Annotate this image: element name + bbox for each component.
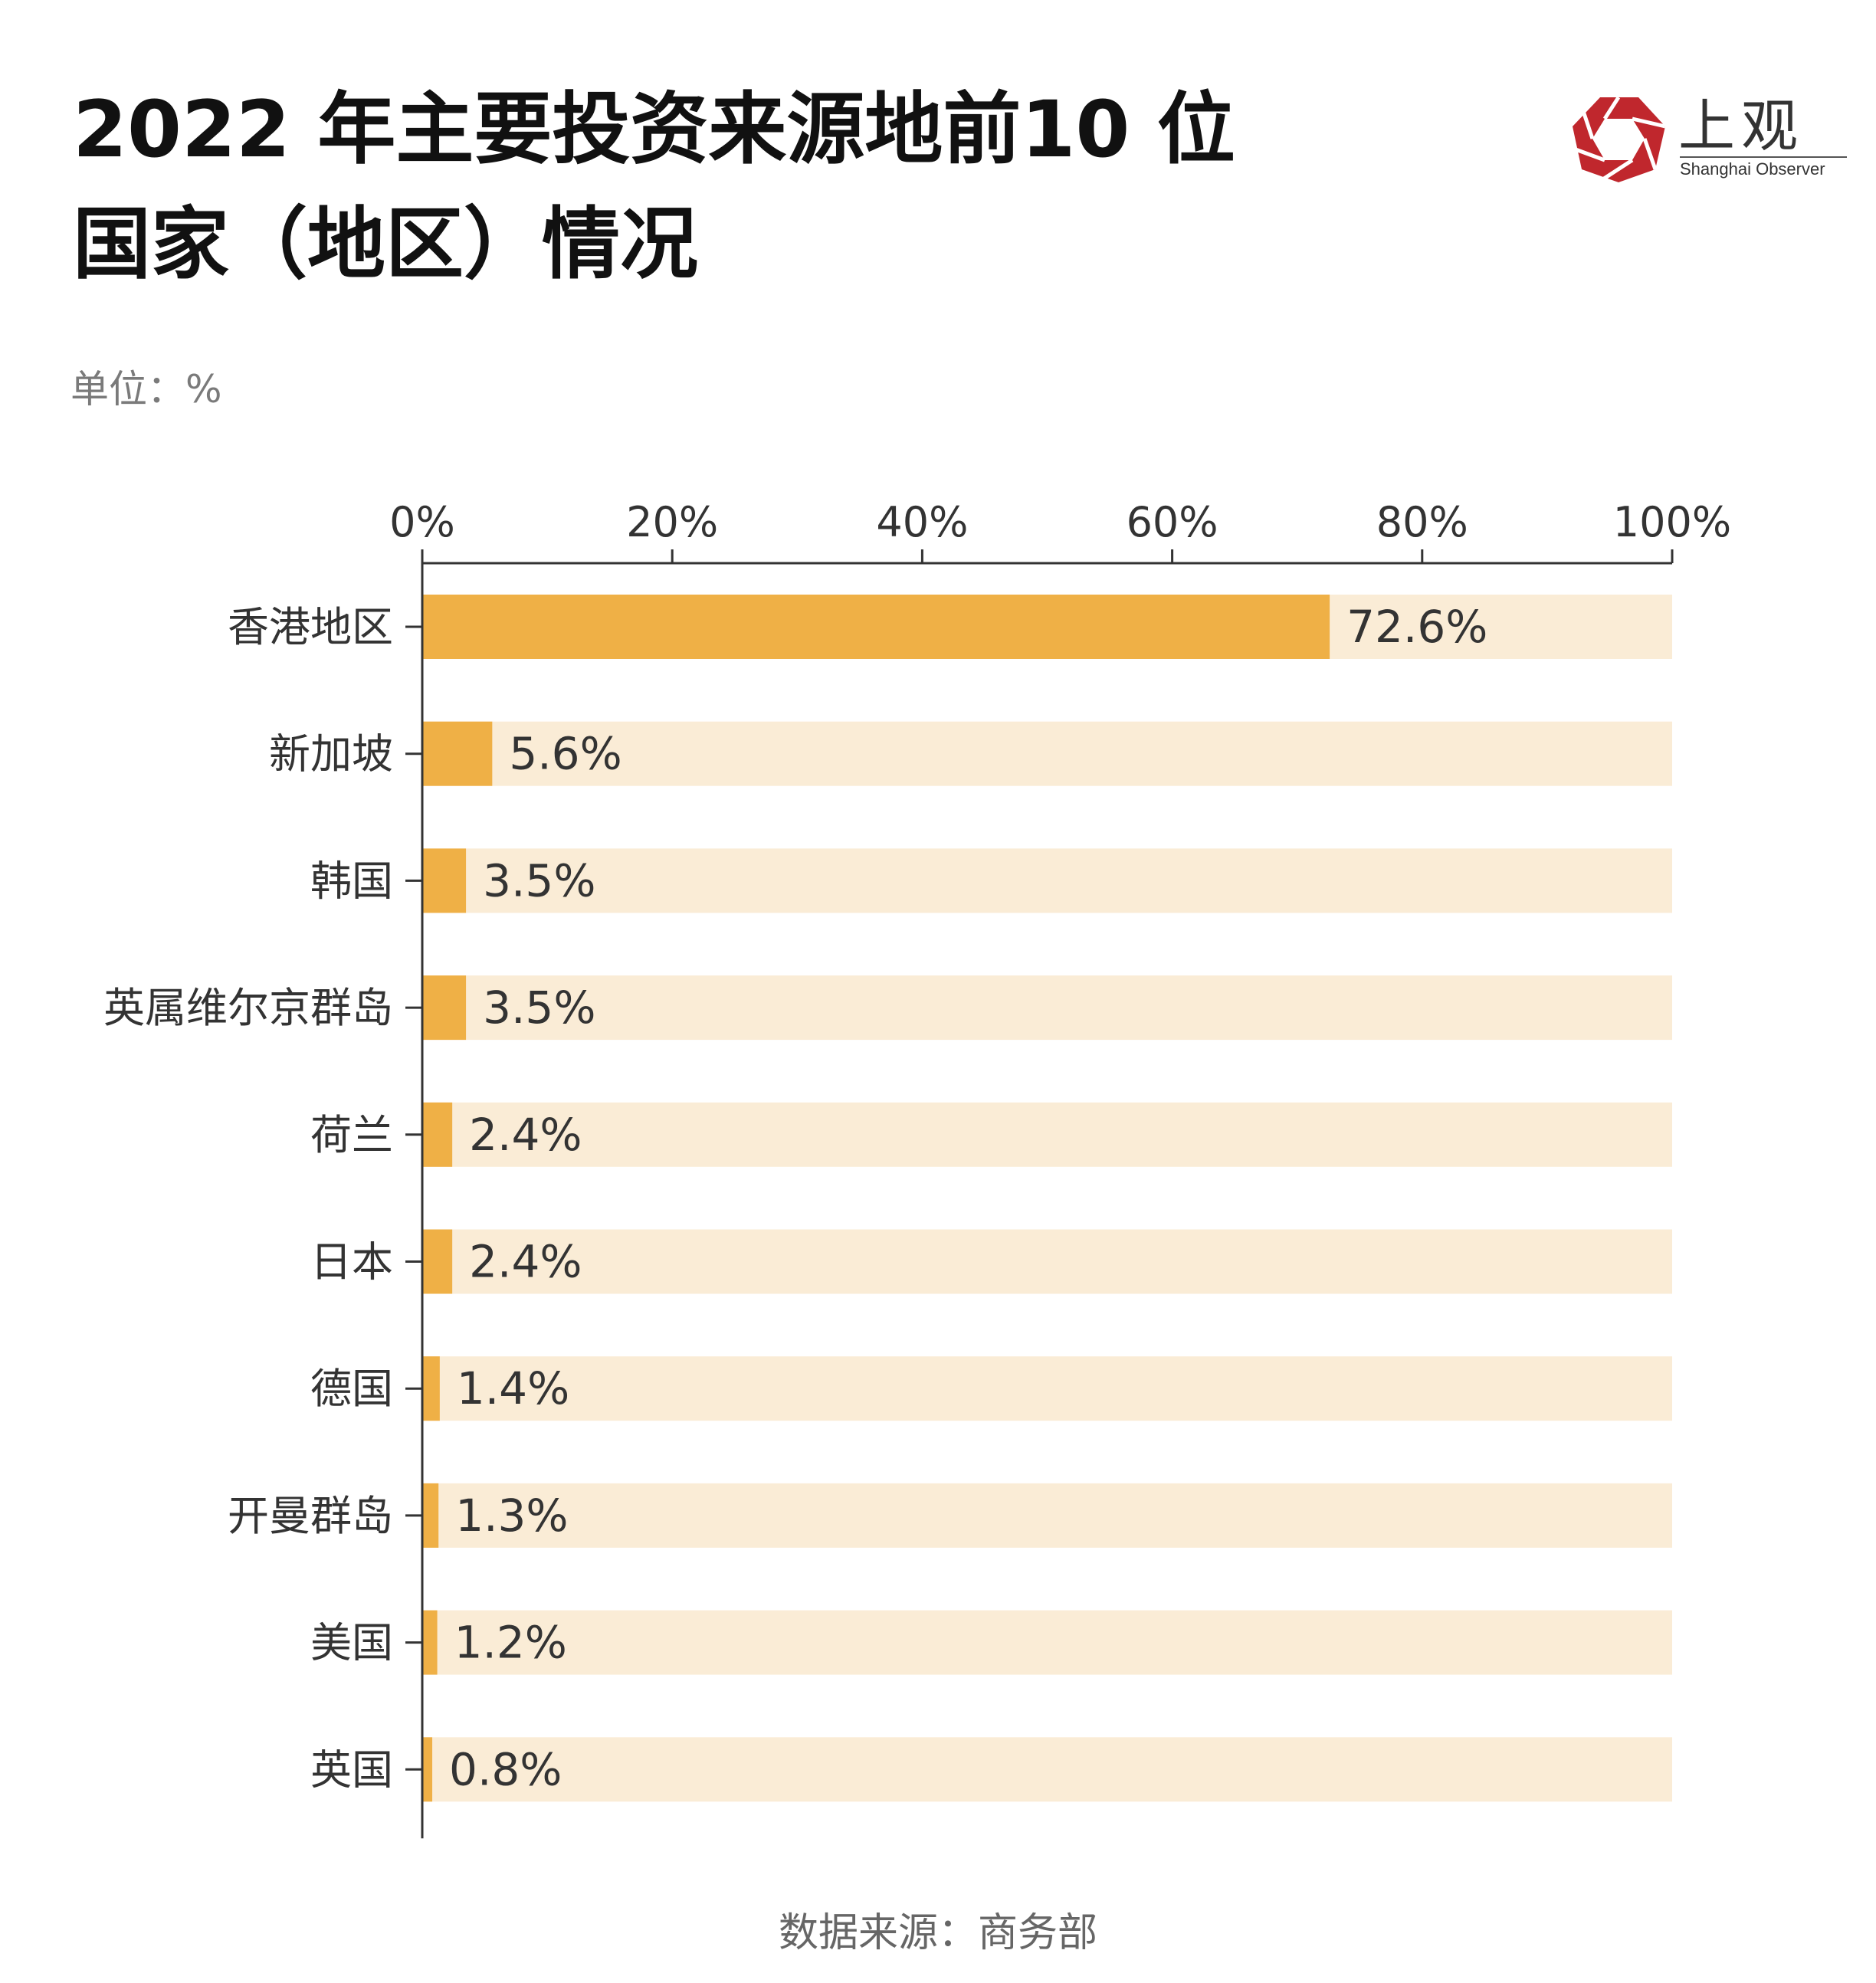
category-label: 香港地区 xyxy=(228,603,393,651)
bar xyxy=(422,1483,439,1548)
chart-title: 2022 年主要投资来源地前10 位 国家（地区）情况 xyxy=(73,73,1235,303)
logo-english-text: Shanghai Observer xyxy=(1680,159,1825,179)
value-label: 1.4% xyxy=(457,1362,569,1414)
category-label: 英属维尔京群岛 xyxy=(103,984,393,1032)
chart-title-line1: 2022 年主要投资来源地前10 位 xyxy=(73,84,1235,175)
bar xyxy=(422,1229,453,1294)
unit-label: 单位：% xyxy=(71,367,222,411)
bar-track xyxy=(422,1229,1672,1294)
category-label: 德国 xyxy=(310,1365,393,1413)
x-tick-label: 60% xyxy=(1127,498,1218,546)
bar xyxy=(422,848,467,913)
bar xyxy=(422,1356,440,1421)
value-label: 72.6% xyxy=(1346,601,1487,653)
bar xyxy=(422,721,493,786)
shanghai-observer-logo: 上观 Shanghai Observer xyxy=(1571,92,1847,188)
bar xyxy=(422,595,1330,659)
bar-track xyxy=(422,721,1672,786)
x-tick-label: 100% xyxy=(1613,498,1731,546)
x-tick-label: 20% xyxy=(626,498,718,546)
category-label: 开曼群岛 xyxy=(228,1492,393,1540)
bar-track xyxy=(422,1610,1672,1675)
bar-track xyxy=(422,975,1672,1041)
value-label: 5.6% xyxy=(509,728,622,780)
category-label: 韩国 xyxy=(310,857,393,905)
chart-title-line2: 国家（地区）情况 xyxy=(73,199,698,290)
category-label: 日本 xyxy=(310,1238,393,1286)
value-label: 3.5% xyxy=(483,854,595,906)
bar-track xyxy=(422,1102,1672,1167)
bar-track xyxy=(422,1356,1672,1421)
bar-track xyxy=(422,1737,1672,1802)
camera-shutter-icon xyxy=(1573,96,1666,182)
bar-track xyxy=(422,1483,1672,1548)
source-label: 数据来源：商务部 xyxy=(778,1910,1097,1956)
value-label: 2.4% xyxy=(469,1236,582,1288)
logo-chinese-text: 上观 xyxy=(1678,93,1804,159)
logo-divider xyxy=(1680,156,1847,158)
bar-chart: 0% 20% 40% 60% 80% 100% 香港地区 72.6% 新加坡 5.6% 韩国 3.5%… xyxy=(103,498,1731,1839)
value-label: 2.4% xyxy=(469,1109,582,1161)
value-label: 1.3% xyxy=(455,1490,568,1542)
x-tick-label: 80% xyxy=(1376,498,1468,546)
value-label: 1.2% xyxy=(454,1617,567,1669)
bar xyxy=(422,1102,453,1167)
category-label: 新加坡 xyxy=(269,730,393,778)
category-label: 英国 xyxy=(310,1745,393,1794)
bar xyxy=(422,1737,433,1802)
bar xyxy=(422,1610,438,1675)
category-label: 荷兰 xyxy=(310,1111,393,1159)
value-label: 3.5% xyxy=(483,982,595,1034)
bar xyxy=(422,975,467,1041)
category-label: 美国 xyxy=(310,1619,393,1667)
bar-track xyxy=(422,848,1672,913)
value-label: 0.8% xyxy=(449,1743,562,1795)
x-tick-label: 40% xyxy=(876,498,968,546)
x-tick-label: 0% xyxy=(389,498,455,546)
